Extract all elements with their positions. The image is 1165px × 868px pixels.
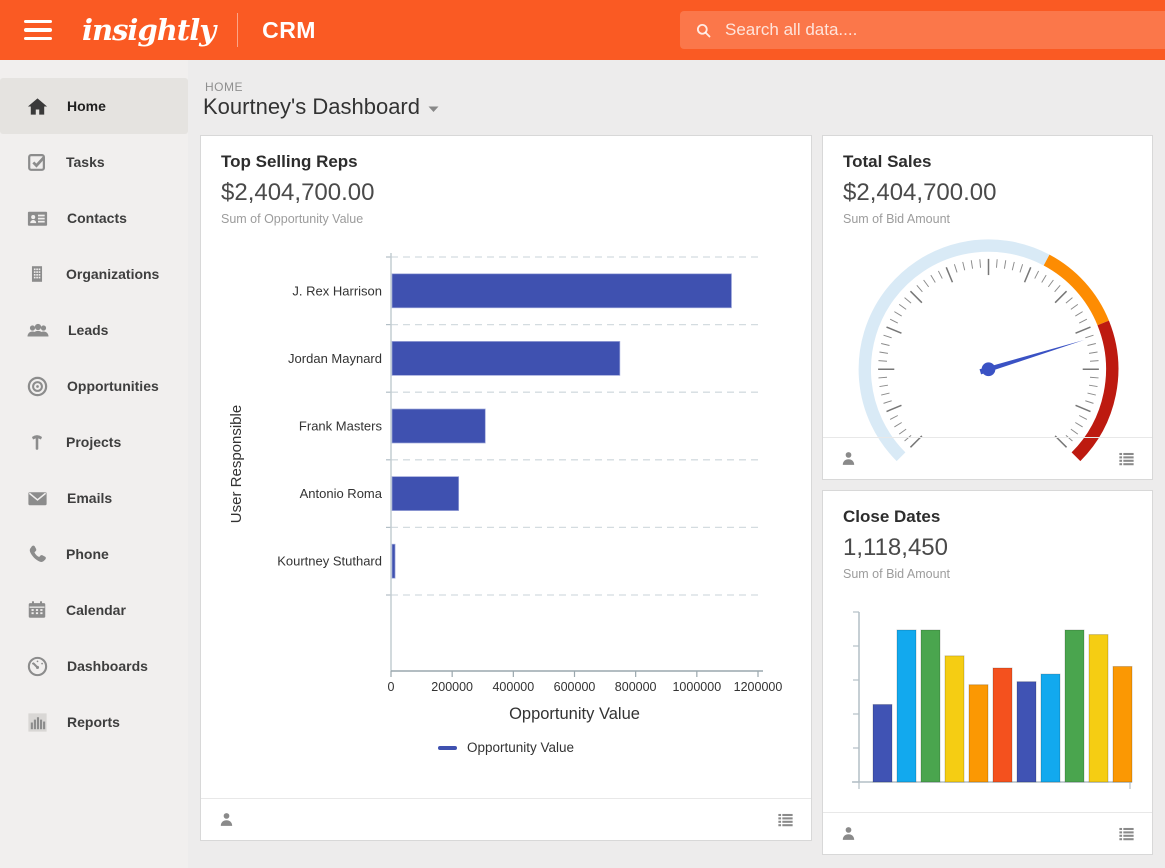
- svg-text:J. Rex Harrison: J. Rex Harrison: [292, 283, 382, 298]
- sidebar-item-label: Phone: [66, 546, 109, 562]
- leads-icon: [27, 323, 49, 337]
- main-content: HOME Kourtney's Dashboard Top Selling Re…: [188, 60, 1165, 868]
- sidebar-item-phone[interactable]: Phone: [0, 526, 188, 582]
- sidebar-item-label: Calendar: [66, 602, 126, 618]
- svg-text:1200000: 1200000: [734, 680, 783, 694]
- sidebar-item-label: Emails: [67, 490, 113, 506]
- sidebar-item-dashboards[interactable]: Dashboards: [0, 638, 188, 694]
- reports-icon: [28, 712, 47, 732]
- svg-text:1000000: 1000000: [672, 680, 721, 694]
- projects-icon: [31, 435, 43, 450]
- top-bar: insightly CRM: [0, 0, 1165, 60]
- legend-swatch: [437, 745, 457, 750]
- total-sales-gauge-chart: [858, 239, 1119, 462]
- sidebar-item-organizations[interactable]: Organizations: [0, 246, 188, 302]
- insightly-logo: insightly: [82, 13, 216, 47]
- search-input[interactable]: [725, 20, 1120, 40]
- svg-text:600000: 600000: [554, 680, 596, 694]
- top-selling-reps-bar-chart: J. Rex Harrison Jordan Maynard Frank Maste…: [228, 253, 783, 723]
- close-dates-column-chart: [852, 611, 1133, 789]
- dashboard-title-dropdown[interactable]: Kourtney's Dashboard: [203, 94, 439, 120]
- card-subtitle: Sum of Bid Amount: [843, 567, 951, 581]
- svg-text:400000: 400000: [492, 680, 534, 694]
- sidebar-item-home[interactable]: Home: [0, 78, 188, 134]
- card-value: $2,404,700.00: [843, 179, 997, 206]
- legend-label: Opportunity Value: [466, 740, 575, 755]
- sidebar-item-leads[interactable]: Leads: [0, 302, 188, 358]
- home-icon: [27, 97, 48, 115]
- emails-icon: [28, 491, 47, 505]
- svg-text:800000: 800000: [615, 680, 657, 694]
- card-footer: [823, 812, 1152, 854]
- sidebar-item-label: Leads: [68, 322, 109, 338]
- opportunities-icon: [27, 376, 48, 396]
- list-view-icon[interactable]: [1117, 824, 1136, 843]
- svg-text:Opportunity Value: Opportunity Value: [509, 705, 640, 723]
- card-close-dates: Close Dates 1,118,450 Sum of Bid Amount: [822, 490, 1153, 855]
- card-title: Close Dates: [843, 507, 941, 526]
- card-subtitle: Sum of Opportunity Value: [221, 212, 364, 226]
- sidebar-item-reports[interactable]: Reports: [0, 694, 188, 750]
- sidebar-item-label: Tasks: [66, 154, 105, 170]
- product-name: CRM: [262, 16, 316, 43]
- topbar-divider: [237, 13, 239, 47]
- sidebar-item-contacts[interactable]: Contacts: [0, 190, 188, 246]
- card-value: $2,404,700.00: [221, 179, 375, 206]
- tasks-icon: [28, 154, 45, 171]
- sidebar-item-projects[interactable]: Projects: [0, 414, 188, 470]
- sidebar-item-label: Projects: [66, 434, 122, 450]
- owner-person-icon[interactable]: [217, 810, 236, 829]
- sidebar-item-label: Home: [67, 98, 106, 114]
- svg-text:Kourtney Stuthard: Kourtney Stuthard: [277, 554, 382, 569]
- card-top-selling-reps: Top Selling Reps $2,404,700.00 Sum of Op…: [200, 135, 812, 841]
- svg-text:Frank Masters: Frank Masters: [299, 419, 383, 434]
- breadcrumb: HOME: [205, 80, 243, 94]
- hamburger-menu-icon[interactable]: [24, 20, 52, 40]
- sidebar-item-calendar[interactable]: Calendar: [0, 582, 188, 638]
- owner-person-icon[interactable]: [839, 824, 858, 843]
- card-title: Total Sales: [843, 152, 932, 171]
- svg-text:User Responsible: User Responsible: [228, 405, 245, 523]
- page-title: Kourtney's Dashboard: [203, 94, 420, 119]
- sidebar-item-opportunities[interactable]: Opportunities: [0, 358, 188, 414]
- sidebar-item-label: Opportunities: [67, 378, 159, 394]
- phone-icon: [29, 545, 46, 562]
- list-view-icon[interactable]: [776, 810, 795, 829]
- svg-text:Antonio Roma: Antonio Roma: [300, 486, 383, 501]
- organizations-icon: [31, 266, 43, 282]
- card-value: 1,118,450: [843, 534, 948, 561]
- sidebar-item-label: Reports: [67, 714, 120, 730]
- search-icon: [696, 23, 711, 37]
- svg-text:200000: 200000: [431, 680, 473, 694]
- global-search[interactable]: [680, 11, 1165, 49]
- sidebar-item-label: Dashboards: [67, 658, 148, 674]
- sidebar: Home Tasks Contacts Organiz: [0, 60, 188, 868]
- chart-legend: Opportunity Value: [201, 740, 811, 755]
- card-total-sales: Total Sales $2,404,700.00 Sum of Bid Amo…: [822, 135, 1153, 480]
- list-view-icon[interactable]: [1117, 449, 1136, 468]
- calendar-icon: [28, 601, 46, 618]
- sidebar-item-label: Organizations: [66, 266, 160, 282]
- sidebar-item-label: Contacts: [67, 210, 127, 226]
- sidebar-item-emails[interactable]: Emails: [0, 470, 188, 526]
- card-footer: [201, 798, 811, 840]
- svg-text:Jordan Maynard: Jordan Maynard: [288, 351, 382, 366]
- chevron-down-icon: [428, 106, 439, 112]
- card-title: Top Selling Reps: [221, 152, 358, 171]
- sidebar-item-tasks[interactable]: Tasks: [0, 134, 188, 190]
- svg-text:0: 0: [388, 680, 395, 694]
- card-subtitle: Sum of Bid Amount: [843, 212, 951, 226]
- contacts-icon: [27, 211, 48, 226]
- owner-person-icon[interactable]: [839, 449, 858, 468]
- dashboards-icon: [27, 656, 48, 676]
- card-footer: [823, 437, 1152, 479]
